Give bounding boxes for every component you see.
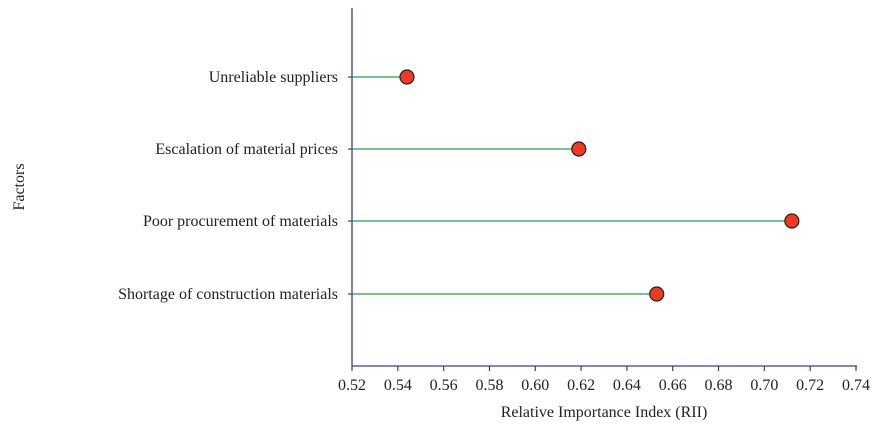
x-tick-label: 0.52 [338, 377, 366, 394]
x-tick-label: 0.54 [384, 377, 412, 394]
category-label: Poor procurement of materials [143, 213, 338, 230]
x-tick-label: 0.70 [750, 377, 778, 394]
x-tick-label: 0.72 [796, 377, 824, 394]
x-ticks-group [351, 366, 857, 371]
lollipop-marker [399, 69, 415, 85]
stems-group [352, 76, 792, 295]
x-axis-title: Relative Importance Index (RII) [501, 404, 708, 421]
x-tick-label: 0.60 [521, 377, 549, 394]
x-tick-label: 0.64 [613, 377, 641, 394]
lollipop-marker [649, 286, 665, 302]
category-labels-group: Unreliable suppliers Escalation of materi… [118, 69, 338, 303]
category-label: Unreliable suppliers [209, 69, 338, 86]
markers-group [399, 69, 800, 302]
x-tick-label: 0.56 [430, 377, 458, 394]
x-tick-label: 0.68 [705, 377, 733, 394]
category-label: Shortage of construction materials [118, 286, 338, 303]
x-tick-labels-group: 0.52 0.54 0.56 0.58 0.60 0.62 0.64 0.66 0.68 0.70… [338, 377, 870, 394]
x-tick-label: 0.66 [659, 377, 687, 394]
y-axis-title: Factors [11, 163, 28, 210]
y-ticks-group [348, 76, 352, 295]
x-tick-label: 0.74 [842, 377, 870, 394]
lollipop-marker [784, 213, 800, 229]
x-tick-label: 0.62 [567, 377, 595, 394]
x-tick-label: 0.58 [475, 377, 503, 394]
category-label: Escalation of material prices [155, 141, 338, 158]
lollipop-marker [571, 141, 587, 157]
